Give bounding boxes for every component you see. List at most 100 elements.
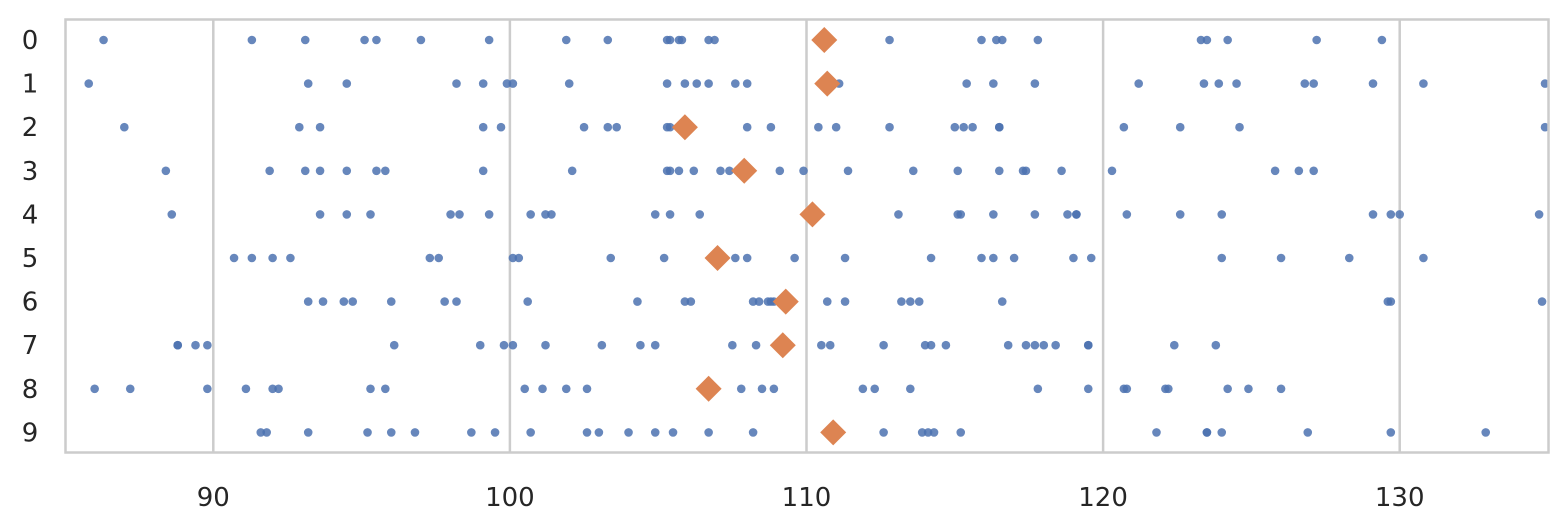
data-point — [1377, 35, 1387, 45]
data-point — [1312, 35, 1321, 45]
data-point — [879, 428, 888, 437]
data-point — [386, 297, 396, 306]
data-point — [526, 210, 535, 219]
data-point — [636, 340, 645, 350]
data-point — [274, 384, 283, 394]
data-point — [1386, 210, 1396, 219]
data-point — [1235, 122, 1244, 132]
data-point — [1276, 384, 1286, 394]
data-point — [508, 340, 518, 350]
data-point — [894, 210, 903, 219]
data-point — [1344, 253, 1354, 263]
data-point — [751, 340, 761, 350]
data-point — [256, 428, 266, 437]
data-point — [191, 340, 200, 350]
data-point — [475, 340, 485, 350]
data-point — [956, 210, 966, 219]
data-point — [499, 340, 509, 350]
data-point — [229, 253, 239, 263]
data-point — [99, 35, 108, 45]
data-point — [742, 122, 752, 132]
data-point — [1134, 79, 1143, 88]
data-point — [1232, 79, 1241, 88]
data-point — [295, 122, 304, 132]
data-point — [478, 122, 488, 132]
data-point — [582, 384, 592, 394]
mean-markers — [671, 27, 847, 446]
data-point — [766, 122, 776, 132]
data-point — [725, 166, 734, 176]
data-point — [363, 428, 372, 437]
data-point — [662, 79, 672, 88]
data-point — [1164, 384, 1173, 394]
data-point — [84, 79, 94, 88]
data-point — [977, 35, 986, 45]
data-point — [1202, 35, 1212, 45]
data-point — [908, 166, 918, 176]
data-point — [997, 297, 1007, 306]
data-point — [633, 297, 642, 306]
data-point — [775, 166, 785, 176]
data-point — [926, 253, 936, 263]
data-point — [547, 210, 556, 219]
data-point — [716, 166, 725, 176]
data-point — [1419, 79, 1428, 88]
x-tick-label: 110 — [782, 483, 832, 513]
data-point — [372, 166, 381, 176]
data-point — [410, 428, 420, 437]
data-point — [686, 297, 696, 306]
data-point — [650, 210, 660, 219]
data-point — [1223, 384, 1232, 394]
data-point — [484, 210, 494, 219]
data-point — [674, 166, 684, 176]
data-point — [1537, 297, 1547, 306]
data-point — [541, 210, 550, 219]
data-point — [342, 166, 352, 176]
data-point — [1021, 166, 1031, 176]
data-point — [929, 428, 939, 437]
x-tick-label: 120 — [1078, 483, 1128, 513]
data-point — [914, 297, 924, 306]
data-point — [381, 384, 390, 394]
data-points — [84, 35, 1550, 437]
data-point — [923, 428, 933, 437]
data-point — [736, 384, 746, 394]
data-point — [814, 122, 823, 132]
data-point — [1211, 340, 1221, 350]
data-point — [561, 384, 571, 394]
data-point — [125, 384, 135, 394]
data-point — [579, 122, 589, 132]
data-point — [1083, 384, 1093, 394]
data-point — [994, 122, 1004, 132]
data-point — [710, 35, 719, 45]
data-point — [452, 79, 461, 88]
data-point — [831, 122, 841, 132]
data-point — [704, 35, 713, 45]
data-point — [339, 297, 349, 306]
data-point — [1386, 428, 1396, 437]
data-point — [603, 122, 613, 132]
data-point — [1057, 166, 1066, 176]
data-point — [1276, 253, 1286, 263]
data-point — [318, 297, 328, 306]
data-point — [1051, 340, 1060, 350]
data-point — [1303, 428, 1313, 437]
data-point — [1072, 210, 1081, 219]
data-point — [1540, 79, 1550, 88]
data-point — [161, 166, 171, 176]
data-point — [769, 384, 779, 394]
data-point — [1009, 253, 1019, 263]
data-point — [822, 297, 832, 306]
data-point — [1086, 253, 1096, 263]
data-point — [695, 210, 705, 219]
x-tick-label: 90 — [197, 483, 230, 513]
data-point — [203, 384, 212, 394]
plot-frame — [64, 18, 1550, 454]
data-point — [799, 166, 808, 176]
data-point — [315, 210, 325, 219]
mean-marker — [772, 288, 799, 315]
data-point — [526, 428, 535, 437]
data-point — [606, 253, 616, 263]
data-point — [1030, 79, 1040, 88]
data-point — [303, 428, 313, 437]
